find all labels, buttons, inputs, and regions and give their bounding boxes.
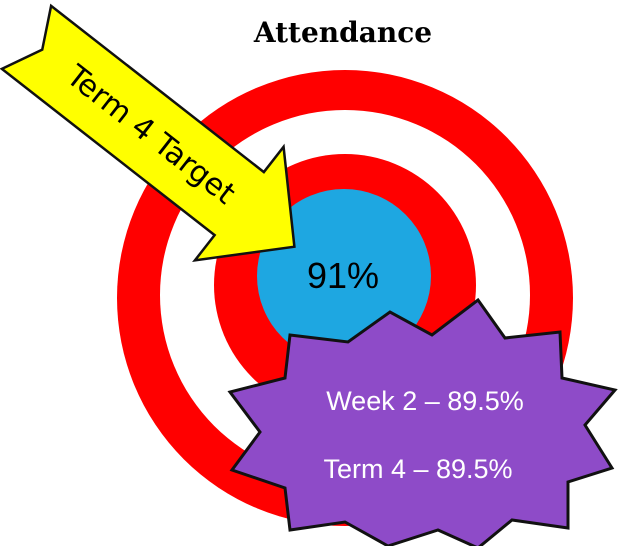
badge-line: Week 2 – 89.5%: [326, 386, 524, 416]
badge-line: Term 4 – 89.5%: [323, 454, 512, 484]
center-value: 91%: [307, 255, 379, 296]
infographic: 91% Week 2 – 89.5% Term 4 – 89.5% Term 4…: [0, 0, 620, 546]
title: Attendance: [253, 16, 432, 49]
